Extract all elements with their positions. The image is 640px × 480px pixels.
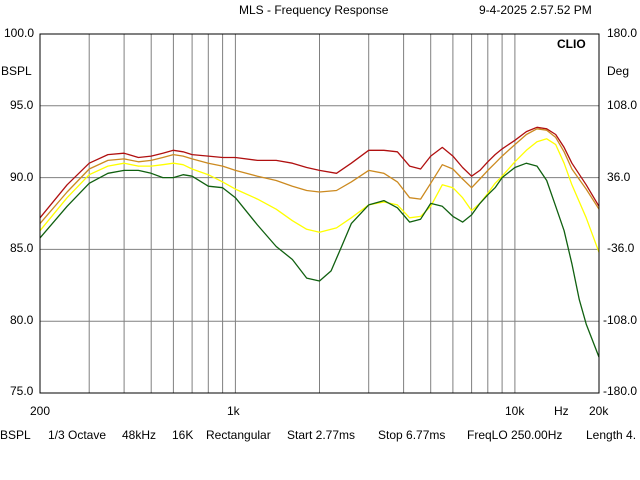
left-tick-label: 80.0: [10, 313, 34, 327]
status-sample-rate: 48kHz: [122, 428, 157, 442]
status-unit: BSPL: [0, 428, 31, 442]
right-tick-label: 180.0: [607, 26, 638, 40]
right-tick-label: 108.0: [607, 98, 638, 112]
left-tick-label: 100.0: [4, 26, 35, 40]
x-tick-label: 1k: [227, 404, 240, 418]
x-tick-label: 20k: [589, 404, 609, 418]
right-axis-unit: Deg: [607, 64, 630, 78]
left-tick-label: 90.0: [10, 170, 34, 184]
timestamp: 9-4-2025 2.57.52 PM: [479, 3, 592, 17]
series-line-2: [39, 128, 600, 225]
status-smoothing: 1/3 Octave: [48, 428, 107, 442]
chart-title: MLS - Frequency Response: [239, 3, 389, 17]
left-axis-unit: BSPL: [1, 64, 32, 78]
right-tick-label: -180.0: [603, 384, 638, 398]
frequency-response-chart: [39, 33, 600, 394]
status-length: Length 4.: [586, 428, 637, 442]
chart-curves: [39, 126, 600, 358]
chart-grid: [40, 34, 599, 393]
status-freqlo: FreqLO 250.00Hz: [467, 428, 563, 442]
status-window: Rectangular: [206, 428, 271, 442]
right-tick-label: 36.0: [607, 170, 631, 184]
x-tick-label: 200: [30, 404, 51, 418]
right-tick-label: -36.0: [607, 241, 635, 255]
x-tick-label: 10k: [505, 404, 525, 418]
left-tick-label: 95.0: [10, 98, 34, 112]
status-fft-size: 16K: [172, 428, 194, 442]
series-line-1: [39, 126, 600, 219]
series-line-4: [39, 162, 600, 358]
left-tick-label: 85.0: [10, 241, 34, 255]
left-tick-label: 75.0: [10, 384, 34, 398]
clio-logo: CLIO: [557, 37, 586, 51]
series-line-3: [39, 138, 600, 253]
x-axis-unit: Hz: [554, 404, 569, 418]
plot-frame: [39, 33, 600, 394]
right-tick-label: -108.0: [603, 313, 638, 327]
status-start: Start 2.77ms: [287, 428, 356, 442]
status-stop: Stop 6.77ms: [378, 428, 446, 442]
